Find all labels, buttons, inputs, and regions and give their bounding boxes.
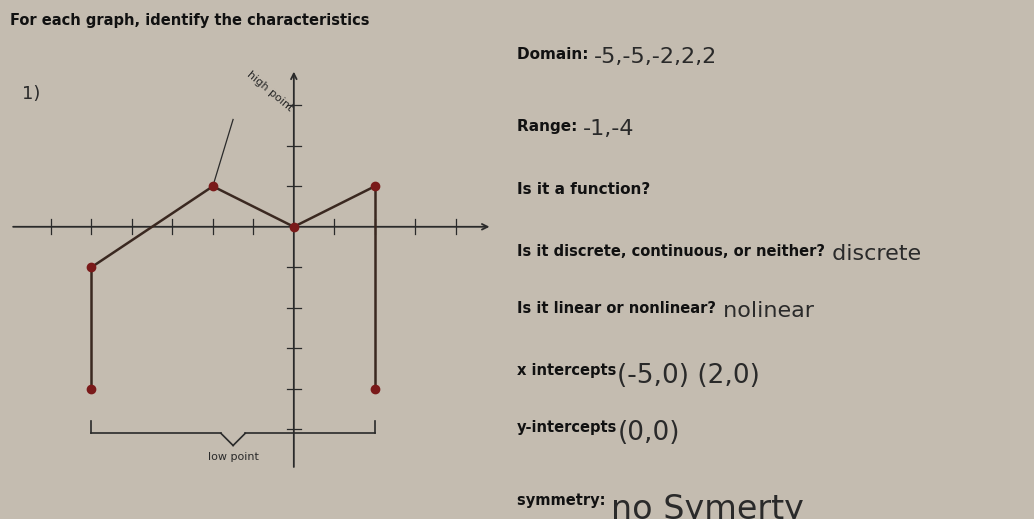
Text: Domain:: Domain: [517,47,594,62]
Text: -1,-4: -1,-4 [583,119,634,140]
Text: Is it linear or nonlinear?: Is it linear or nonlinear? [517,301,717,316]
Text: (-5,0) (2,0): (-5,0) (2,0) [616,363,759,389]
Text: discrete: discrete [825,244,921,264]
Text: 1): 1) [23,85,41,103]
Text: no Symerty: no Symerty [611,493,803,519]
Text: -5,-5,-2,2,2: -5,-5,-2,2,2 [594,47,718,67]
Text: nolinear: nolinear [717,301,814,321]
Text: x intercepts: x intercepts [517,363,616,378]
Text: symmetry:: symmetry: [517,493,611,508]
Text: high point: high point [245,70,295,113]
Text: For each graph, identify the characteristics: For each graph, identify the characteris… [10,13,370,28]
Text: low point: low point [208,452,258,461]
Text: Range:: Range: [517,119,583,134]
Text: Is it a function?: Is it a function? [517,182,650,197]
Text: y-intercepts: y-intercepts [517,420,617,435]
Text: Is it discrete, continuous, or neither?: Is it discrete, continuous, or neither? [517,244,825,259]
Text: (0,0): (0,0) [617,420,680,446]
